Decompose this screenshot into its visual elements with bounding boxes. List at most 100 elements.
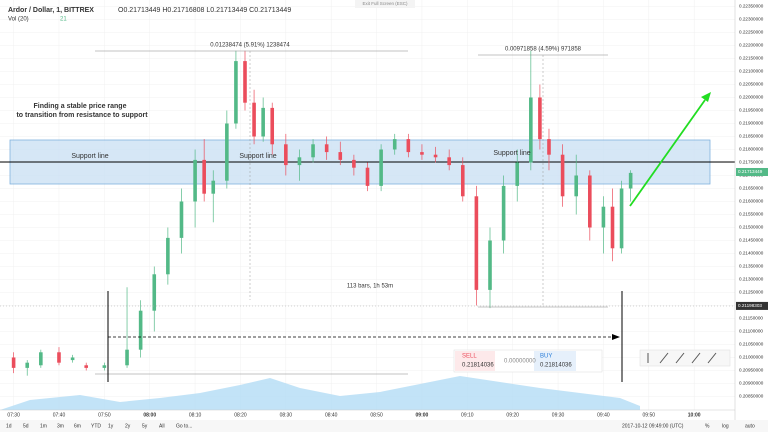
- tool-icon[interactable]: [659, 352, 669, 364]
- candle-body: [270, 107, 275, 145]
- y-tick-label: 0.22200000: [739, 43, 764, 48]
- measure-label: 0.00971858 (4.59%) 971858: [505, 47, 582, 53]
- tool-icon[interactable]: [691, 352, 701, 364]
- trend-arrow-head: [701, 92, 711, 102]
- y-tick-label: 0.21300000: [739, 277, 764, 282]
- exit-fullscreen[interactable]: [355, 0, 415, 8]
- x-tick-label: 08:50: [370, 412, 383, 418]
- sell-price: 0.21814036: [462, 363, 494, 369]
- candle-body: [574, 175, 579, 197]
- candle-body: [25, 362, 30, 368]
- y-tick-label: 0.21900000: [739, 121, 764, 126]
- candle-body: [243, 61, 247, 103]
- candle-body: [619, 188, 624, 249]
- candle-body: [379, 149, 383, 186]
- scale-button[interactable]: %: [705, 423, 710, 429]
- buy-button[interactable]: [534, 351, 576, 371]
- range-button[interactable]: 6m: [74, 423, 81, 429]
- range-button[interactable]: 2y: [125, 423, 131, 429]
- sell-button[interactable]: [455, 351, 495, 371]
- y-tick-label: 0.22350000: [739, 4, 764, 9]
- candle-body: [11, 357, 16, 368]
- bottom-toolbar: 1d 5d 1m 3m 6m YTD 1y 2y 5y All Go to...% log auto: [6, 423, 755, 429]
- y-tick-label: 0.21350000: [739, 264, 764, 269]
- candle-body: [202, 159, 206, 194]
- indicator-label: Vol (20): [8, 17, 29, 23]
- y-tick-label: 0.21150000: [739, 316, 763, 321]
- y-tick-label: 0.22150000: [739, 56, 764, 61]
- range-button[interactable]: YTD: [91, 423, 101, 429]
- range-button[interactable]: 3m: [57, 423, 64, 429]
- y-tick-label: 0.20900000: [739, 381, 764, 386]
- candle-body: [601, 206, 606, 228]
- price-marker: [736, 301, 768, 310]
- range-button[interactable]: Go to...: [176, 423, 192, 429]
- y-tick-label: 0.22000000: [739, 95, 764, 100]
- x-tick-label: 08:10: [189, 412, 202, 418]
- y-tick-label: 0.21500000: [739, 225, 764, 230]
- candles: [11, 50, 633, 376]
- y-tick-label: 0.21600000: [739, 199, 764, 204]
- candle-body: [311, 144, 315, 158]
- scale-button[interactable]: auto: [745, 423, 755, 429]
- x-tick-label: 07:50: [98, 412, 111, 418]
- candle-body: [211, 180, 216, 194]
- x-tick-label: 09:10: [461, 412, 474, 418]
- candle-body: [392, 139, 397, 150]
- y-tick-label: 0.21950000: [739, 108, 764, 113]
- range-button[interactable]: 5d: [23, 423, 29, 429]
- candle-body: [447, 157, 451, 166]
- x-tick-label: 07:40: [53, 412, 66, 418]
- y-tick-label: 0.21050000: [739, 342, 764, 347]
- y-tick-label: 0.21550000: [739, 212, 764, 217]
- candle-body: [102, 365, 107, 368]
- y-tick-label: 0.21100000: [739, 329, 763, 334]
- x-tick-label: 09:20: [506, 412, 519, 418]
- scale-button[interactable]: log: [722, 423, 729, 429]
- range-arrow-head: [612, 334, 620, 340]
- range-button[interactable]: 1m: [40, 423, 47, 429]
- candle-body: [610, 206, 615, 249]
- candle-body: [252, 102, 256, 137]
- x-tick-label: 08:30: [280, 412, 293, 418]
- range-button[interactable]: 1d: [6, 423, 12, 429]
- candle-body: [560, 154, 565, 197]
- candle-body: [365, 167, 370, 186]
- candle-body: [261, 107, 265, 137]
- candle-body: [125, 349, 129, 366]
- range-button[interactable]: All: [159, 423, 165, 429]
- x-tick-label: 10:00: [688, 412, 701, 418]
- tool-icon[interactable]: [675, 352, 685, 364]
- buy-price: 0.21814036: [540, 363, 572, 369]
- y-tick-label: 0.22300000: [739, 17, 764, 22]
- y-tick-label: 0.20950000: [739, 368, 764, 373]
- bars-range-label: 113 bars, 1h 53m: [347, 284, 393, 290]
- x-tick-label: 08:00: [143, 412, 156, 418]
- candle-body: [84, 365, 89, 368]
- price-marker-label: 0.21713449: [738, 169, 763, 174]
- candle-body: [406, 139, 411, 153]
- candle-body: [460, 165, 465, 197]
- x-tick-label: 09:30: [552, 412, 565, 418]
- range-button[interactable]: 1y: [108, 423, 114, 429]
- note: Finding a stable price range: [34, 103, 127, 110]
- candle-body: [488, 240, 492, 290]
- candle-body: [179, 201, 184, 238]
- y-tick-label: 0.20850000: [739, 394, 764, 399]
- y-tick-label: 0.21000000: [739, 355, 764, 360]
- bottom-bar: [0, 420, 768, 432]
- price-marker: [736, 167, 768, 176]
- candle-body: [225, 123, 229, 181]
- tool-icon[interactable]: [707, 352, 717, 364]
- candle-body: [474, 196, 479, 290]
- support-label: Support line: [239, 153, 276, 160]
- toolbar: [639, 349, 731, 367]
- candle-body: [338, 152, 343, 160]
- range-button[interactable]: 5y: [142, 423, 148, 429]
- buy-label: BUY: [540, 354, 552, 360]
- candle-body: [515, 162, 520, 186]
- y-tick-label: 0.21750000: [739, 160, 764, 165]
- y-tick-label: 0.22250000: [739, 30, 764, 35]
